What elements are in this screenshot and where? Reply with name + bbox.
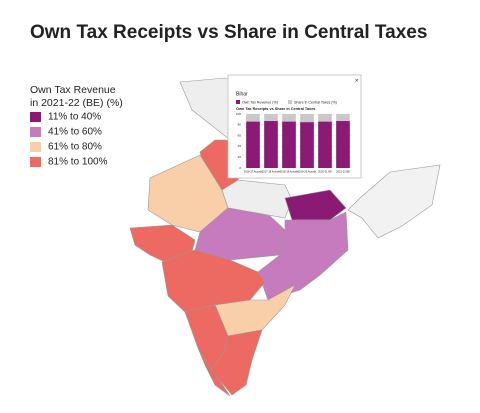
bar-segment xyxy=(246,114,260,122)
close-button[interactable]: × xyxy=(355,79,359,85)
title: Own Tax Receipts vs Share in Central Tax… xyxy=(30,22,427,43)
legend-title: in 2021-22 (BE) (%) xyxy=(30,97,123,109)
x-tick-label: 2021-22 BE xyxy=(336,170,350,174)
x-tick-label: 2017-18 Actuals xyxy=(262,170,281,174)
popup-chart: Own Tax Revenue (%) Share in Central Taxe… xyxy=(236,100,352,174)
bar-segment xyxy=(282,114,296,122)
bar-segment xyxy=(246,121,260,168)
bar-segment xyxy=(300,114,314,123)
x-tick-label: 2020-21 RE xyxy=(318,170,332,174)
bar-segment xyxy=(318,114,332,122)
y-tick-label: 80 xyxy=(238,123,242,127)
bar-segment xyxy=(264,121,278,168)
bar-segment xyxy=(300,122,314,168)
legend-swatch xyxy=(30,142,41,152)
legend-label: 41% to 60% xyxy=(48,127,102,138)
legend-swatch xyxy=(30,157,41,167)
region-east xyxy=(257,211,349,301)
legend-swatch xyxy=(288,100,292,104)
y-tick-label: 20 xyxy=(238,155,242,159)
legend-title: Own Tax Revenue xyxy=(30,84,116,96)
region-kerala xyxy=(197,347,231,397)
chart-title: Own Tax Receipts vs Share in Central Tax… xyxy=(236,107,315,111)
bar-segment xyxy=(336,114,350,122)
legend-label: 61% to 80% xyxy=(48,142,102,153)
legend-label: 11% to 40% xyxy=(48,112,101,123)
bar-segment xyxy=(282,121,296,168)
legend-label: 81% to 100% xyxy=(48,157,108,168)
region-northeast xyxy=(347,164,441,239)
region-bihar xyxy=(284,189,347,221)
y-tick-label: 0 xyxy=(239,166,241,170)
legend-swatch xyxy=(30,127,41,137)
bar-segment xyxy=(264,114,278,122)
x-tick-label: 2016-17 Actuals xyxy=(244,170,263,174)
y-tick-label: 60 xyxy=(238,133,242,137)
region-up xyxy=(221,179,293,219)
bar-segment xyxy=(318,121,332,168)
legend-swatch xyxy=(30,112,41,122)
legend: 11% to 40% 41% to 60% 61% to 80% 81% to 100… xyxy=(30,112,108,168)
legend-swatch xyxy=(236,100,240,104)
legend-label: Own Tax Revenue (%) xyxy=(242,100,278,104)
y-tick-label: 40 xyxy=(238,144,242,148)
y-tick-label: 100 xyxy=(236,112,241,116)
popup-state: Bihar xyxy=(236,91,248,97)
x-tick-label: 2019-20 Actuals xyxy=(298,170,317,174)
india-map xyxy=(129,77,441,397)
x-tick-label: 2018-19 Actuals xyxy=(280,170,299,174)
legend-label: Share in Central Taxes (%) xyxy=(294,100,337,104)
popup: × Bihar Own Tax Revenue (%) Share in Cent… xyxy=(227,74,362,179)
region-maharashtra xyxy=(161,249,266,313)
bar-segment xyxy=(336,121,350,168)
